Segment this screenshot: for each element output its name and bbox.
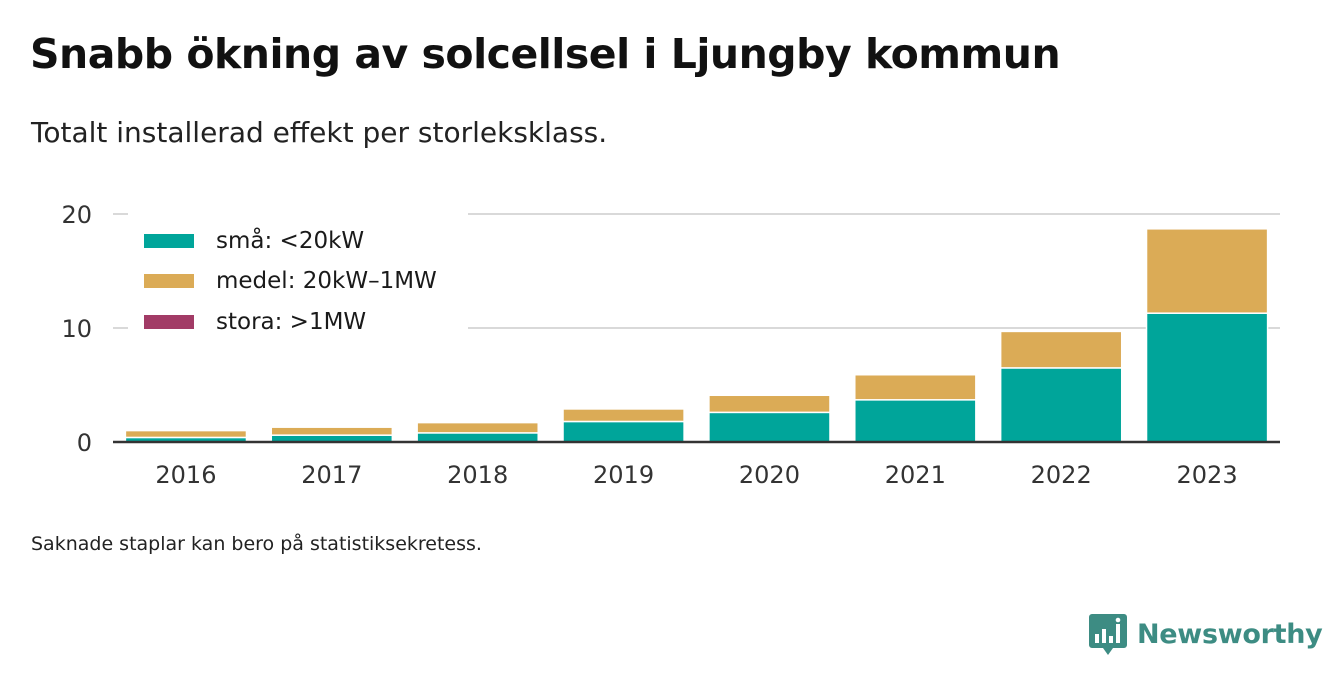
legend: små: <20kW medel: 20kW–1MW stora: >1MW	[128, 212, 468, 335]
legend-swatch-medium	[144, 274, 194, 288]
bar-2021-small	[854, 399, 977, 443]
x-axis-ticks: 2016 2017 2018 2019 2020 2021 2022 2023	[155, 461, 1237, 489]
bars	[124, 228, 1269, 443]
x-tick-label: 2016	[155, 461, 216, 489]
x-tick-label: 2022	[1031, 461, 1092, 489]
bar-2022-medium	[999, 330, 1123, 369]
brand-name: Newsworthy	[1137, 618, 1323, 650]
bar-2018-small	[416, 432, 539, 443]
bar-2023-medium	[1145, 228, 1269, 314]
x-tick-label: 2017	[301, 461, 362, 489]
x-tick-label: 2021	[885, 461, 946, 489]
footnote: Saknade staplar kan bero på statistiksek…	[31, 533, 482, 555]
bar-2021-medium	[854, 373, 977, 401]
x-tick-label: 2019	[593, 461, 654, 489]
bar-2023-small	[1145, 312, 1269, 443]
x-tick-label: 2023	[1177, 461, 1238, 489]
y-tick-label: 10	[61, 315, 92, 343]
legend-label-large: stora: >1MW	[216, 309, 367, 335]
chart-subtitle: Totalt installerad effekt per storlekskl…	[31, 116, 608, 149]
bar-2017-medium	[270, 426, 394, 436]
chart-title: Snabb ökning av solcellsel i Ljungby kom…	[30, 30, 1061, 78]
x-tick-label: 2018	[447, 461, 508, 489]
y-axis-ticks: 0 10 20	[61, 201, 92, 457]
newsworthy-logo-icon	[1089, 614, 1127, 655]
bar-2018-medium	[416, 421, 539, 434]
legend-item-medium: medel: 20kW–1MW	[144, 268, 437, 294]
y-tick-label: 20	[61, 201, 92, 229]
legend-swatch-large	[144, 315, 194, 329]
x-tick-label: 2020	[739, 461, 800, 489]
bar-2019-medium	[562, 408, 685, 423]
legend-label-small: små: <20kW	[216, 228, 365, 254]
brand[interactable]: Newsworthy	[1089, 612, 1323, 656]
bar-2019-small	[562, 420, 685, 443]
legend-swatch-small	[144, 234, 194, 248]
legend-item-large: stora: >1MW	[144, 309, 366, 335]
legend-item-small: små: <20kW	[144, 228, 364, 254]
bar-2016-medium	[124, 429, 248, 439]
y-tick-label: 0	[77, 429, 92, 457]
bar-2020-small	[708, 411, 831, 443]
legend-label-medium: medel: 20kW–1MW	[216, 268, 437, 294]
bar-2020-medium	[708, 394, 831, 414]
bar-2022-small	[999, 367, 1123, 443]
